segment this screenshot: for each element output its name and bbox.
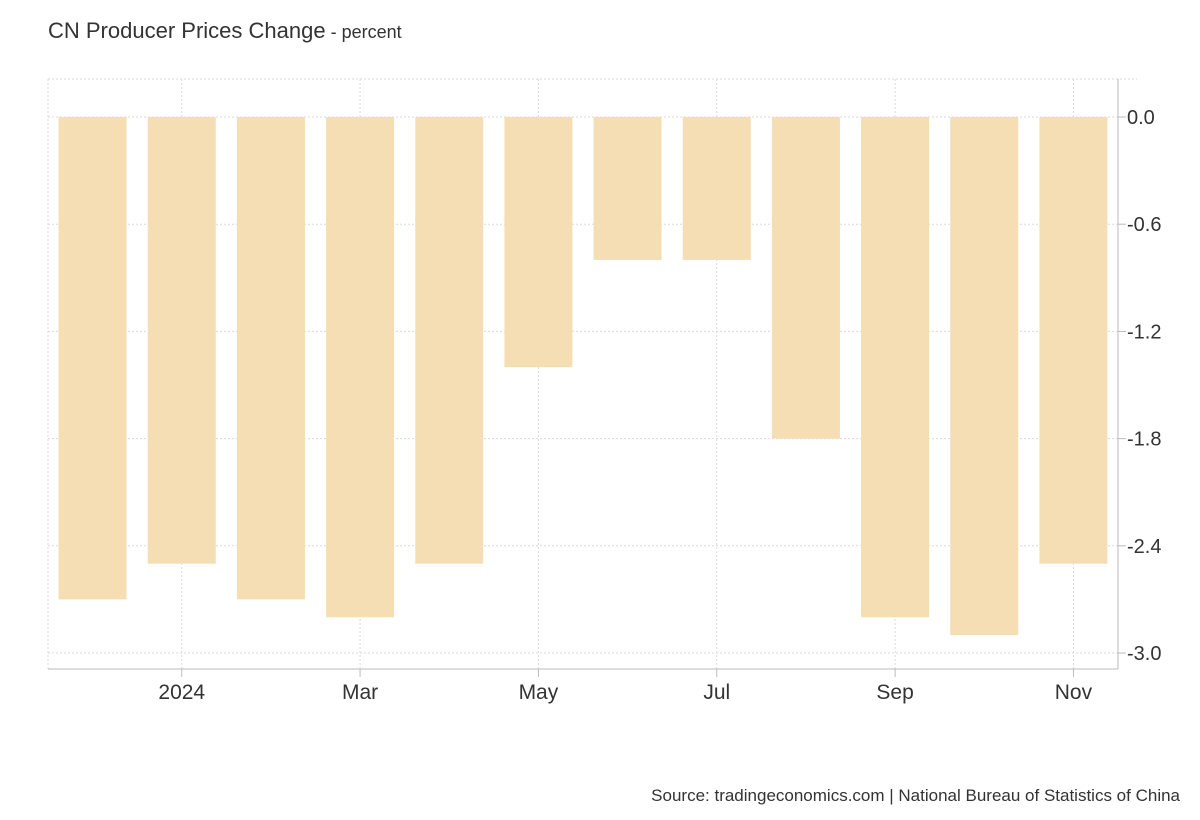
- bar-may-2024: [504, 117, 573, 368]
- bar-aug-2024: [771, 117, 840, 439]
- x-tick-label: Sep: [876, 681, 913, 704]
- bar-jan-2024: [147, 117, 216, 564]
- x-tick-label: 2024: [158, 681, 205, 704]
- y-tick-label: -1.8: [1127, 429, 1161, 451]
- chart-subtitle: percent: [341, 22, 402, 42]
- bar-chart: 2024 Mar May Jul Sep Nov 0.0 -0.6 -1.2 -1.8 -2.4 -3…: [47, 78, 1161, 704]
- x-tick-label: May: [519, 681, 559, 704]
- bar-dec-2023: [58, 117, 127, 600]
- chart-subtitle-separator: -: [325, 22, 342, 42]
- y-tick-label: -0.6: [1127, 214, 1161, 236]
- x-tick-label: Nov: [1055, 681, 1093, 704]
- x-tick-label: Jul: [703, 681, 730, 704]
- bar-feb-2024: [236, 117, 305, 600]
- bar-mar-2024: [326, 117, 395, 618]
- y-tick-label: -1.2: [1127, 321, 1161, 343]
- bar-jun-2024: [593, 117, 662, 260]
- chart-title-text: CN Producer Prices Change: [48, 18, 326, 43]
- bar-oct-2024: [950, 117, 1019, 636]
- y-tick-label: -3.0: [1127, 643, 1161, 665]
- x-tick-label: Mar: [342, 681, 378, 704]
- source-attribution: Source: tradingeconomics.com | National …: [651, 786, 1180, 805]
- bar-apr-2024: [415, 117, 484, 564]
- bar-sep-2024: [861, 117, 930, 618]
- bar-nov-2024: [1039, 117, 1108, 564]
- y-tick-label: -2.4: [1127, 536, 1161, 558]
- bar-jul-2024: [682, 117, 751, 260]
- y-tick-label: 0.0: [1127, 107, 1155, 129]
- chart-title: CN Producer Prices Change - percent: [48, 18, 402, 44]
